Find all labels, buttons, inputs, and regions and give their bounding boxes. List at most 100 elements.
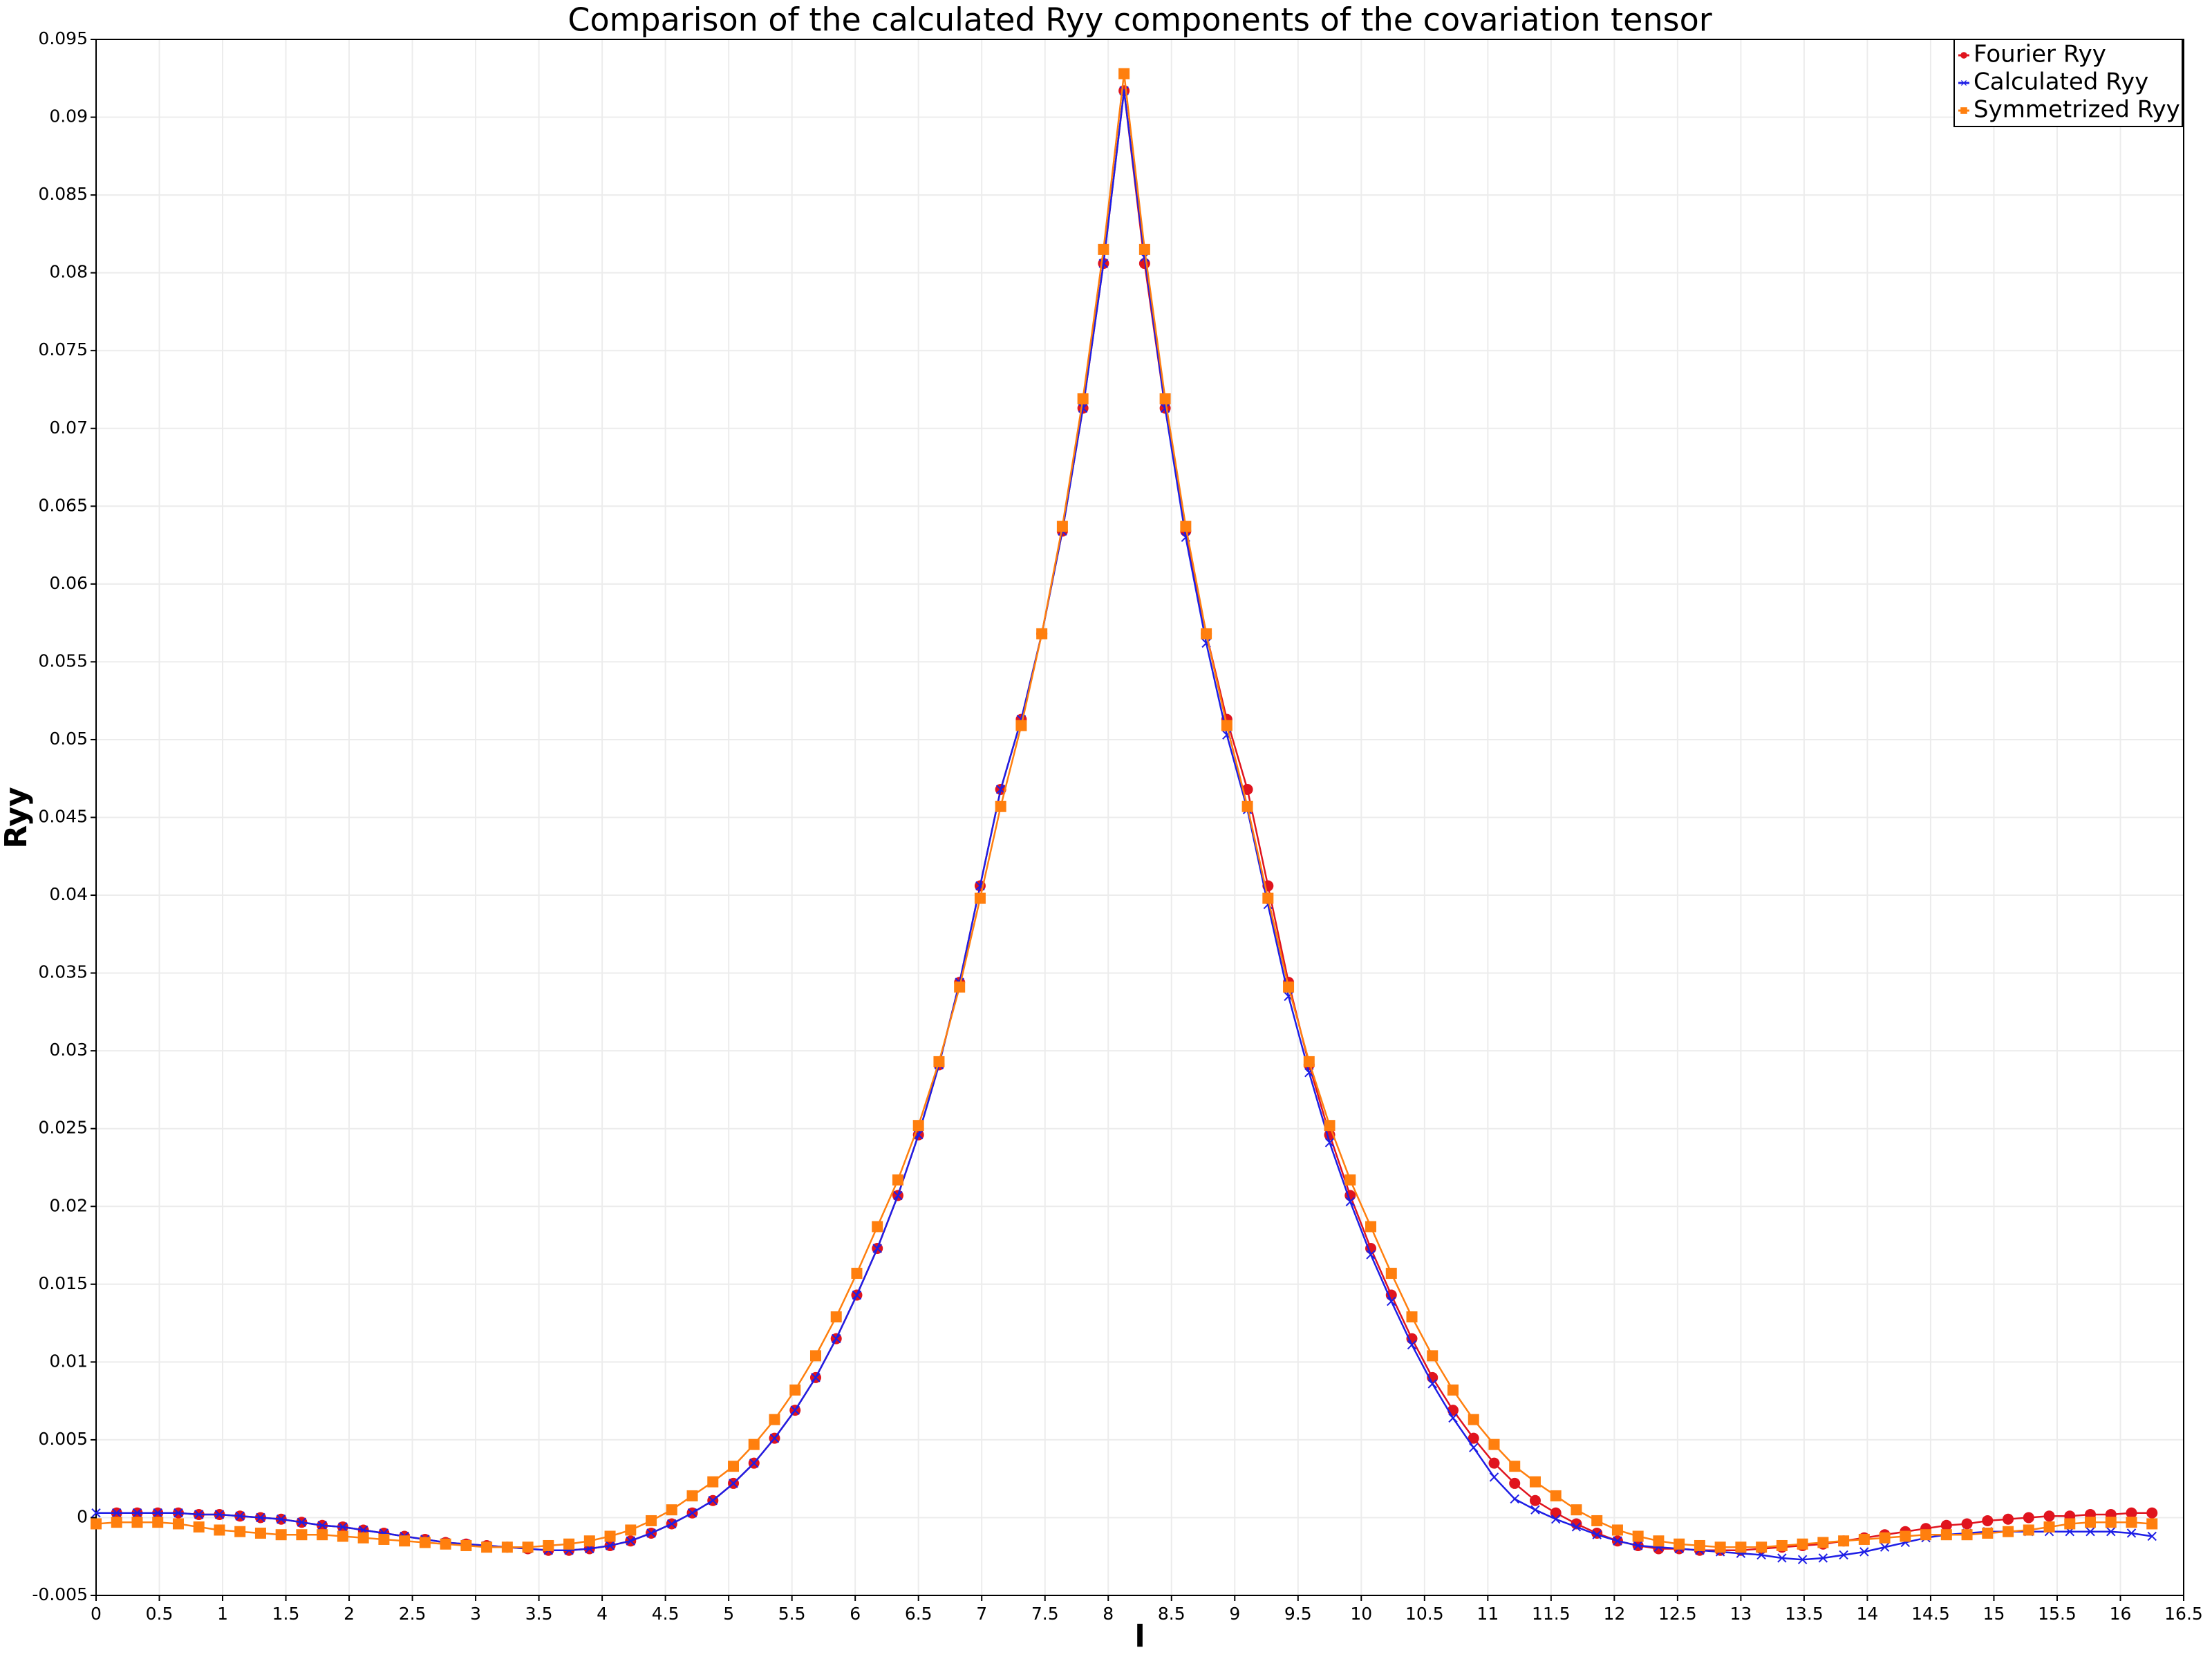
marker: [1098, 243, 1109, 255]
y-tick-label: 0.055: [38, 650, 88, 671]
marker: [174, 1508, 183, 1518]
legend-label: Symmetrized Ryy: [1974, 96, 2180, 124]
x-tick-label: 4.5: [652, 1604, 679, 1624]
marker: [152, 1517, 164, 1528]
legend-label: Calculated Ryy: [1974, 68, 2148, 96]
marker: [194, 1510, 204, 1519]
y-tick-label: 0.08: [49, 262, 88, 282]
marker: [1468, 1432, 1479, 1444]
marker: [1159, 393, 1171, 404]
marker: [1427, 1350, 1438, 1362]
marker: [1777, 1553, 1787, 1563]
marker: [131, 1517, 143, 1528]
marker: [769, 1414, 780, 1425]
marker: [728, 1461, 740, 1472]
x-tick-label: 16: [2110, 1604, 2132, 1624]
x-tick-label: 1.5: [272, 1604, 300, 1624]
marker: [2086, 1527, 2095, 1537]
y-tick-label: 0: [77, 1506, 88, 1526]
x-axis-label: l: [1134, 1619, 1145, 1654]
marker: [275, 1529, 287, 1541]
x-tick-label: 0: [91, 1604, 102, 1624]
marker: [1961, 1518, 1973, 1530]
x-tick-label: 6: [850, 1604, 861, 1624]
x-tick-label: 10.5: [1405, 1604, 1444, 1624]
marker: [1488, 1438, 1500, 1450]
marker: [1611, 1524, 1623, 1536]
x-tick-label: 9: [1229, 1604, 1240, 1624]
x-tick-label: 2: [344, 1604, 355, 1624]
marker: [1448, 1413, 1458, 1423]
marker: [1960, 79, 1967, 86]
x-tick-label: 8: [1103, 1604, 1114, 1624]
marker: [1036, 628, 1048, 639]
x-tick-label: 4: [597, 1604, 608, 1624]
marker: [687, 1508, 697, 1518]
marker: [912, 1120, 924, 1132]
marker: [1632, 1530, 1644, 1542]
marker: [132, 1508, 142, 1518]
marker: [1982, 1527, 1994, 1539]
marker: [1551, 1514, 1561, 1524]
marker: [625, 1524, 637, 1536]
x-tick-label: 3: [470, 1604, 481, 1624]
marker: [1118, 68, 1130, 79]
marker: [317, 1529, 328, 1541]
marker: [1797, 1555, 1808, 1564]
marker: [1960, 52, 1967, 59]
marker: [111, 1517, 122, 1528]
marker: [667, 1519, 677, 1529]
marker: [1241, 800, 1253, 812]
marker: [1345, 1197, 1355, 1207]
marker: [522, 1541, 534, 1553]
marker: [832, 1333, 841, 1344]
marker: [1056, 521, 1068, 532]
marker: [1571, 1522, 1582, 1532]
marker: [317, 1521, 327, 1530]
marker: [604, 1530, 616, 1542]
x-tick-label: 12.5: [1658, 1604, 1697, 1624]
y-tick-label: 0.06: [49, 573, 88, 593]
marker: [172, 1518, 184, 1530]
y-tick-label: 0.045: [38, 807, 88, 827]
marker: [214, 1524, 225, 1536]
y-tick-label: 0.085: [38, 184, 88, 204]
x-tick-label: 16.5: [2164, 1604, 2203, 1624]
marker: [1880, 1542, 1890, 1552]
legend-box: [1953, 39, 2183, 127]
marker: [235, 1511, 245, 1521]
y-tick-label: 0.04: [49, 884, 88, 904]
marker: [1756, 1541, 1768, 1553]
marker: [749, 1458, 759, 1468]
marker: [1489, 1472, 1499, 1482]
marker: [830, 1311, 842, 1323]
marker: [1529, 1494, 1541, 1506]
x-tick-label: 15.5: [2038, 1604, 2077, 1624]
marker: [1324, 1138, 1335, 1147]
marker: [769, 1433, 780, 1443]
marker: [1714, 1541, 1726, 1553]
marker: [254, 1527, 266, 1539]
marker: [1344, 1174, 1356, 1185]
marker: [1920, 1529, 1932, 1541]
marker: [872, 1221, 883, 1232]
y-tick-label: 0.01: [49, 1351, 88, 1371]
marker: [1262, 892, 1274, 904]
marker: [1592, 1530, 1602, 1539]
marker: [790, 1405, 800, 1415]
marker: [1960, 107, 1967, 114]
marker: [1469, 1443, 1479, 1452]
y-tick-label: 0.095: [38, 28, 88, 48]
marker: [2043, 1510, 2055, 1522]
marker: [2146, 1518, 2158, 1530]
marker: [2146, 1507, 2158, 1519]
marker: [501, 1541, 513, 1553]
marker: [1859, 1547, 1869, 1557]
marker: [357, 1532, 369, 1544]
marker: [1858, 1533, 1870, 1545]
marker: [1653, 1535, 1665, 1547]
marker: [666, 1504, 677, 1516]
y-tick-label: 0.015: [38, 1273, 88, 1293]
marker: [851, 1268, 863, 1280]
plot-frame: [95, 39, 2184, 1596]
